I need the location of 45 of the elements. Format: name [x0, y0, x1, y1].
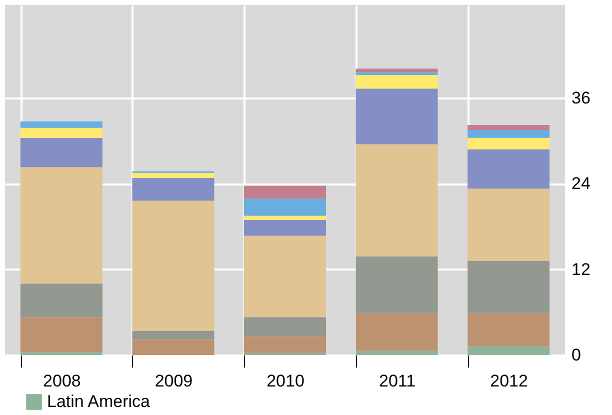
x-tick-label: 2009: [154, 372, 193, 390]
bar: [356, 350, 438, 355]
bar: [244, 220, 326, 236]
bar: [244, 216, 326, 220]
bar: [244, 317, 326, 336]
y-tick-label: 0: [572, 346, 581, 364]
bar: [20, 128, 102, 138]
bar: [132, 339, 214, 355]
bar: [20, 284, 102, 318]
bar: [244, 198, 326, 216]
bar: [132, 172, 214, 178]
bar: [20, 352, 102, 355]
bar: [356, 256, 438, 314]
x-tick-label: 2010: [266, 372, 304, 390]
bar: [468, 149, 550, 189]
bar: [20, 317, 102, 352]
y-tick-label: 24: [572, 174, 590, 194]
bar: [132, 200, 214, 331]
bar: [356, 68, 438, 72]
bar: [244, 186, 326, 199]
bar: [20, 167, 102, 284]
bar: [356, 88, 438, 144]
y-tick-label: 12: [572, 260, 590, 279]
y-tick-label: 36: [572, 88, 590, 108]
bar: [468, 138, 550, 150]
bar: [20, 138, 102, 168]
bar: [356, 72, 438, 75]
x-tick-label: 2012: [490, 372, 528, 390]
bar: [20, 121, 102, 128]
bar: [244, 336, 326, 353]
bar: [468, 346, 550, 355]
bar: [356, 75, 438, 89]
bar: [244, 236, 326, 318]
bar: [132, 330, 214, 340]
bar: [468, 314, 550, 346]
bar: [356, 314, 438, 351]
bar: [356, 144, 438, 256]
bar: [468, 260, 550, 314]
x-tick-label: 2008: [43, 372, 81, 390]
bar: [468, 188, 550, 261]
bar: [468, 130, 550, 138]
legend-label: Latin America: [47, 392, 151, 411]
bar: [468, 125, 550, 130]
x-tick-label: 2011: [378, 372, 416, 390]
bar: [132, 178, 214, 201]
